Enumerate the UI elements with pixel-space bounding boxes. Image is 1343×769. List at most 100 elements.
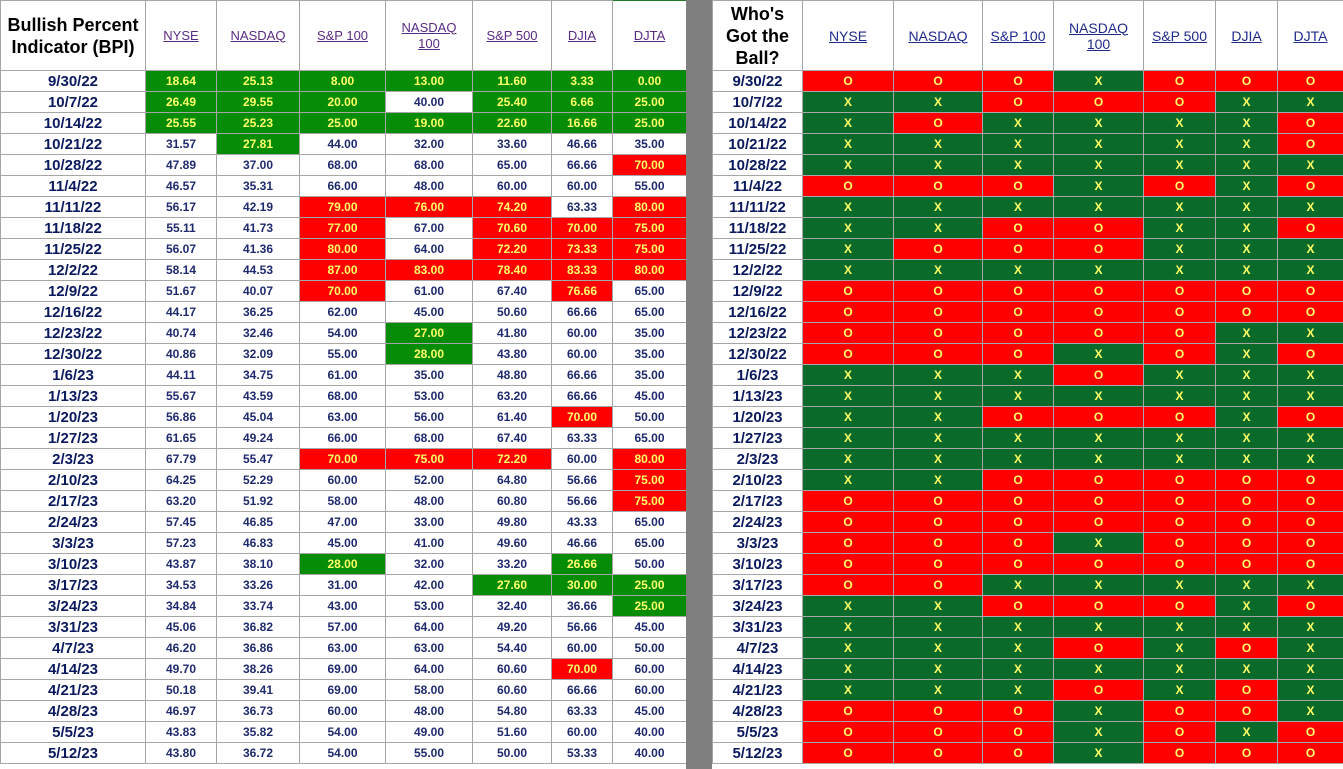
column-label[interactable]: DJTA (633, 27, 666, 43)
bpi-value-cell: 57.00 (299, 616, 386, 638)
bpi-value-cell: 36.72 (216, 742, 300, 764)
ball-signal-cell: O (982, 91, 1054, 113)
ball-signal-cell: X (1053, 532, 1144, 554)
column-label[interactable]: NYSE (828, 27, 868, 44)
column-label[interactable]: NYSE (163, 27, 199, 43)
bpi-row: 1/27/23 61.65 49.24 66.00 68.00 67.40 63.33 65.… (0, 427, 687, 449)
bpi-value-cell: 70.00 (551, 406, 613, 428)
ball-signal-cell: O (1215, 301, 1278, 323)
bpi-value-cell: 55.00 (299, 343, 386, 365)
ball-signal-cell: O (802, 700, 894, 722)
ball-signal-cell: O (1143, 343, 1216, 365)
bpi-col-djia[interactable]: DJIA (551, 0, 613, 71)
column-label[interactable]: S&P 100 (990, 27, 1046, 44)
ball-col-djia[interactable]: DJIA (1215, 0, 1278, 71)
column-label[interactable]: NASDAQ (908, 27, 968, 44)
ball-signal-cell: X (982, 448, 1054, 470)
bpi-date-cell: 3/10/23 (0, 553, 146, 575)
ball-row: 11/25/22 X O O O X X X (712, 238, 1343, 260)
bpi-value-cell: 41.36 (216, 238, 300, 260)
ball-signal-cell: X (802, 637, 894, 659)
ball-col-nasdaq[interactable]: NASDAQ (893, 0, 983, 71)
ball-signal-cell: O (1143, 742, 1216, 764)
column-label[interactable]: NASDAQ 100 (1068, 19, 1129, 52)
ball-date-cell: 1/13/23 (712, 385, 803, 407)
bpi-value-cell: 43.80 (145, 742, 217, 764)
bpi-value-cell: 56.66 (551, 616, 613, 638)
bpi-value-cell: 60.00 (551, 448, 613, 470)
bpi-value-cell: 63.00 (385, 637, 473, 659)
bpi-value-cell: 54.80 (472, 700, 552, 722)
ball-col-djta[interactable]: DJTA (1277, 0, 1343, 71)
ball-signal-cell: X (1277, 91, 1343, 113)
ball-signal-cell: O (1053, 679, 1144, 701)
bpi-value-cell: 34.53 (145, 574, 217, 596)
bpi-date-cell: 12/9/22 (0, 280, 146, 302)
bpi-value-cell: 51.67 (145, 280, 217, 302)
ball-signal-cell: O (1277, 595, 1343, 617)
bpi-col-sp100[interactable]: S&P 100 (299, 0, 386, 71)
column-label[interactable]: DJIA (567, 27, 597, 43)
column-label[interactable]: S&P 100 (316, 27, 369, 43)
ball-col-sp100[interactable]: S&P 100 (982, 0, 1054, 71)
bpi-value-cell: 53.33 (551, 742, 613, 764)
ball-signal-cell: X (1277, 427, 1343, 449)
ball-signal-cell: O (1143, 280, 1216, 302)
ball-date-cell: 5/5/23 (712, 721, 803, 743)
bpi-value-cell: 22.60 (472, 112, 552, 134)
ball-signal-cell: X (802, 595, 894, 617)
ball-row: 10/28/22 X X X X X X X (712, 154, 1343, 176)
bpi-date-cell: 5/12/23 (0, 742, 146, 764)
bpi-value-cell: 41.00 (385, 532, 473, 554)
ball-signal-cell: X (1143, 658, 1216, 680)
bpi-col-nasdaq100[interactable]: NASDAQ 100 (385, 0, 473, 71)
bpi-col-nyse[interactable]: NYSE (145, 0, 217, 71)
ball-signal-cell: O (1215, 280, 1278, 302)
column-label[interactable]: DJIA (1231, 27, 1262, 44)
bpi-value-cell: 27.81 (216, 133, 300, 155)
ball-signal-cell: O (802, 721, 894, 743)
bpi-date-cell: 1/13/23 (0, 385, 146, 407)
ball-col-nyse[interactable]: NYSE (802, 0, 894, 71)
column-label[interactable]: S&P 500 (486, 27, 538, 43)
bpi-value-cell: 72.20 (472, 448, 552, 470)
ball-date-cell: 9/30/22 (712, 70, 803, 92)
ball-signal-cell: X (1215, 658, 1278, 680)
column-label[interactable]: NASDAQ 100 (401, 19, 457, 51)
ball-signal-cell: O (982, 175, 1054, 197)
bpi-value-cell: 70.00 (299, 448, 386, 470)
ball-signal-cell: X (893, 385, 983, 407)
bpi-date-cell: 12/16/22 (0, 301, 146, 323)
bpi-value-cell: 32.09 (216, 343, 300, 365)
ball-signal-cell: X (1277, 679, 1343, 701)
ball-signal-cell: X (1277, 238, 1343, 260)
column-label[interactable]: S&P 500 (1151, 27, 1207, 44)
ball-signal-cell: O (982, 742, 1054, 764)
bpi-value-cell: 41.73 (216, 217, 300, 239)
bpi-col-sp500[interactable]: S&P 500 (472, 0, 552, 71)
ball-signal-cell: O (1215, 742, 1278, 764)
bpi-col-nasdaq[interactable]: NASDAQ (216, 0, 300, 71)
ball-signal-cell: X (1215, 154, 1278, 176)
bpi-value-cell: 64.00 (385, 238, 473, 260)
bpi-value-cell: 63.33 (551, 700, 613, 722)
ball-signal-cell: O (982, 469, 1054, 491)
ball-signal-cell: O (1277, 175, 1343, 197)
bpi-row: 1/20/23 56.86 45.04 63.00 56.00 61.40 70.00 50.… (0, 406, 687, 428)
ball-col-sp500[interactable]: S&P 500 (1143, 0, 1216, 71)
bpi-value-cell: 72.20 (472, 238, 552, 260)
ball-row: 2/3/23 X X X X X X X (712, 448, 1343, 470)
ball-row: 2/17/23 O O O O O O O (712, 490, 1343, 512)
bpi-value-cell: 45.00 (299, 532, 386, 554)
ball-col-nasdaq100[interactable]: NASDAQ 100 (1053, 0, 1144, 71)
column-label[interactable]: NASDAQ (230, 27, 286, 43)
bpi-value-cell: 49.60 (472, 532, 552, 554)
ball-date-cell: 11/25/22 (712, 238, 803, 260)
bpi-value-cell: 27.60 (472, 574, 552, 596)
ball-signal-cell: X (893, 154, 983, 176)
column-label[interactable]: DJTA (1293, 27, 1328, 44)
ball-signal-cell: X (893, 91, 983, 113)
bpi-col-djta[interactable]: DJTA (612, 0, 687, 71)
ball-signal-cell: X (893, 133, 983, 155)
ball-signal-cell: X (1053, 70, 1144, 92)
